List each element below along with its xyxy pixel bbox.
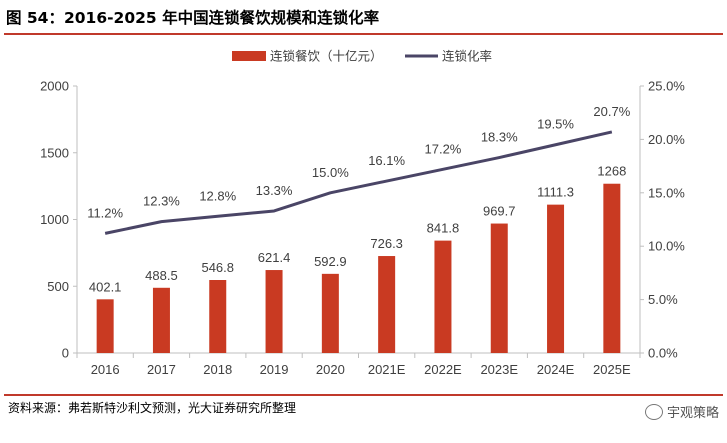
rate-value-label: 15.0% <box>312 165 349 180</box>
bar-value-label: 402.1 <box>89 279 122 294</box>
bar-value-label: 1111.3 <box>537 185 574 200</box>
bar-value-label: 969.7 <box>483 204 516 219</box>
bar <box>490 223 508 353</box>
bar <box>152 287 170 353</box>
y-left-tick-label: 1500 <box>40 145 69 160</box>
bar-value-label: 621.4 <box>258 250 291 265</box>
x-tick-label: 2019 <box>260 362 289 377</box>
chart: 连锁餐饮（十亿元） 连锁化率 0 500 1000 1500 2000 0.0% 5.0% 10… <box>40 49 685 378</box>
legend: 连锁餐饮（十亿元） 连锁化率 <box>232 49 492 64</box>
x-tick-label: 2022E <box>424 362 462 377</box>
bar-value-label: 841.8 <box>427 221 460 236</box>
bar-value-label: 592.9 <box>314 254 347 269</box>
y-right-tick-label: 0.0% <box>648 346 678 361</box>
y-left-tick-label: 2000 <box>40 79 69 94</box>
x-tick-label: 2020 <box>316 362 345 377</box>
x-tick-label: 2023E <box>480 362 518 377</box>
bar <box>603 183 621 353</box>
y-right-tick-label: 5.0% <box>648 292 678 307</box>
bar <box>96 299 114 353</box>
rate-value-label: 16.1% <box>368 153 405 168</box>
figure-title: 图 54：2016-2025 年中国连锁餐饮规模和连锁化率 <box>6 9 380 27</box>
source-note: 资料来源：弗若斯特沙利文预测，光大证券研究所整理 <box>8 401 297 415</box>
y-right-tick-label: 25.0% <box>648 79 685 94</box>
bottom-rule <box>4 394 723 396</box>
top-rule <box>4 33 723 35</box>
bar-value-label: 726.3 <box>370 236 403 251</box>
bar-value-label: 546.8 <box>201 260 234 275</box>
data-labels: 402.1 488.5 546.8 621.4 592.9 726.3 841.8 969.7… <box>87 104 631 294</box>
rate-value-label: 19.5% <box>537 117 574 132</box>
line-series <box>104 130 613 235</box>
x-tick-label: 2025E <box>593 362 631 377</box>
rate-value-label: 18.3% <box>481 130 518 145</box>
bar <box>265 270 283 353</box>
x-tick-label: 2017 <box>147 362 176 377</box>
bar-value-label: 1268 <box>597 164 626 179</box>
rate-line <box>104 130 613 235</box>
y-left-tick-label: 500 <box>47 279 69 294</box>
legend-swatch-bar <box>232 51 266 61</box>
legend-label-bar: 连锁餐饮（十亿元） <box>270 49 383 64</box>
bar <box>209 280 227 353</box>
rate-value-label: 20.7% <box>593 104 630 119</box>
y-left-tick-label: 0 <box>62 346 69 361</box>
y-right-tick-label: 10.0% <box>648 239 685 254</box>
bars <box>96 183 621 353</box>
bar <box>321 273 339 353</box>
y-right-tick-label: 20.0% <box>648 132 685 147</box>
x-tick-label: 2021E <box>368 362 406 377</box>
rate-value-label: 12.8% <box>199 188 236 203</box>
watermark-text: 宇观策略 <box>666 406 719 421</box>
bar <box>378 256 396 353</box>
x-tick-label: 2024E <box>537 362 575 377</box>
y-right-tick-label: 15.0% <box>648 185 685 200</box>
wechat-icon <box>644 403 663 420</box>
watermark: 宇观策略 <box>644 402 719 421</box>
bar <box>434 240 452 353</box>
rate-value-label: 13.3% <box>256 183 293 198</box>
rate-value-label: 12.3% <box>143 194 180 209</box>
bar <box>547 204 565 353</box>
bar-value-label: 488.5 <box>145 268 178 283</box>
legend-label-line: 连锁化率 <box>442 49 492 64</box>
axes: 0 500 1000 1500 2000 0.0% 5.0% 10.0% 15.0% 20.0% 2… <box>40 79 685 378</box>
y-left-tick-label: 1000 <box>40 212 69 227</box>
x-tick-label: 2018 <box>203 362 232 377</box>
rate-value-label: 11.2% <box>87 205 123 220</box>
x-tick-label: 2016 <box>91 362 120 377</box>
rate-value-label: 17.2% <box>425 141 462 156</box>
